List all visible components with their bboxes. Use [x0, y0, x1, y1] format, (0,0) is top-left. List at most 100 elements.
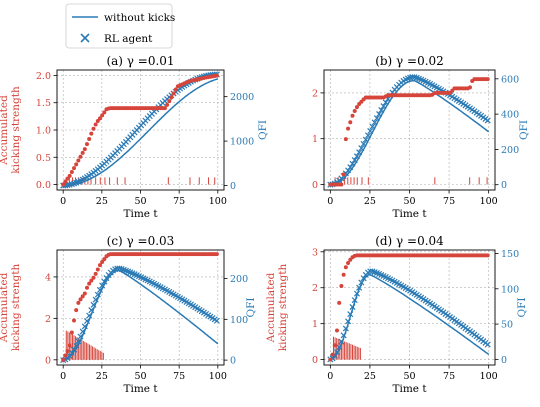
- baseline-qfi-line: [330, 79, 490, 186]
- rl-agent-qfi-point: [356, 284, 363, 291]
- rl-agent-qfi-point: [364, 132, 372, 139]
- rl-agent-qfi-point: [68, 349, 75, 356]
- rl-agent-qfi-point: [340, 332, 347, 339]
- kicking-strength-point: [69, 330, 74, 335]
- rl-agent-qfi-point: [373, 115, 380, 122]
- kicking-strength-series: [61, 73, 219, 187]
- rl-agent-qfi-point: [347, 311, 354, 318]
- y-right-tick-label: 2000: [230, 92, 254, 103]
- x-tick-label: 75: [443, 371, 455, 382]
- rl-agent-qfi-point: [360, 275, 367, 282]
- rl-agent-qfi-point: [345, 318, 352, 325]
- kicking-strength-point: [341, 172, 346, 177]
- rl-agent-qfi-point: [86, 312, 93, 319]
- rl-agent-qfi-point: [92, 296, 99, 303]
- kicking-strength-point: [61, 357, 66, 362]
- rl-agent-qfi-point: [342, 325, 349, 332]
- kicking-strength-point: [80, 294, 85, 299]
- kicking-strength-point: [65, 349, 70, 354]
- rl-agent-qfi-point: [353, 290, 360, 297]
- kicking-strength-point: [72, 318, 77, 323]
- kicking-strength-point: [100, 113, 105, 118]
- kicking-strength-point: [330, 352, 335, 357]
- rl-agent-qfi-series: [327, 74, 491, 188]
- x-tick-label: 100: [480, 196, 498, 207]
- kicking-strength-point: [97, 263, 102, 268]
- x-tick-label: 100: [209, 196, 227, 207]
- rl-agent-qfi-point: [362, 136, 369, 143]
- rl-agent-qfi-point: [484, 341, 491, 348]
- kicking-strength-point: [74, 162, 79, 167]
- rl-agent-qfi-point: [79, 328, 86, 335]
- kicking-strength-point: [67, 173, 72, 178]
- y-left-tick-label: 1.5: [36, 98, 51, 109]
- y-right-tick-label: 1000: [230, 137, 254, 148]
- x-tick-label: 0: [60, 196, 66, 207]
- kicking-strength-point: [63, 353, 68, 358]
- rl-agent-qfi-point: [338, 338, 345, 345]
- y-left-tick-label: 0.5: [36, 153, 51, 164]
- legend-x-marker: [80, 33, 90, 43]
- y-right-axis-label: QFI: [518, 120, 530, 140]
- rl-agent-qfi-point: [99, 282, 106, 289]
- kicking-strength-point: [69, 170, 74, 174]
- y-right-tick-label: 0: [501, 355, 507, 366]
- rl-agent-qfi-point: [77, 333, 84, 340]
- kicking-strength-point: [93, 122, 98, 127]
- kicking-strength-point: [78, 297, 83, 302]
- kicking-strength-point: [91, 275, 96, 280]
- kicking-strength-point: [332, 343, 337, 348]
- y-right-tick-label: 0: [501, 180, 507, 191]
- rl-agent-qfi-point: [351, 157, 358, 164]
- rl-agent-qfi-point: [83, 317, 91, 325]
- kicking-strength-point: [167, 99, 172, 104]
- kicking-strength-point: [214, 252, 219, 257]
- kicking-strength-point: [467, 85, 472, 90]
- x-axis-label: Time t: [392, 208, 427, 220]
- kicking-strength-point: [102, 110, 107, 115]
- panel-1: 0 25 50 75 100 0.0 0.5 1.0 1.5 2.0 0 1000 2000 (a) γ …: [0, 54, 269, 220]
- kicking-strength-point: [95, 267, 100, 272]
- kicking-strength-point: [87, 281, 92, 286]
- rl-agent-qfi-series: [60, 265, 220, 364]
- y-right-tick-label: 100: [501, 284, 519, 295]
- x-tick-label: 25: [96, 371, 108, 382]
- y-right-tick-label: 200: [501, 145, 519, 156]
- rl-agent-qfi-point: [484, 117, 491, 124]
- y-left-tick-label: 1.0: [36, 126, 51, 137]
- kicking-strength-point: [82, 291, 87, 296]
- kicking-strength-point: [343, 265, 348, 270]
- y-left-axis-label: kicking strength: [10, 264, 22, 352]
- x-axis-label: Time t: [392, 383, 427, 395]
- x-tick-label: 0: [327, 371, 333, 382]
- legend-label-without-kicks: without kicks: [104, 12, 175, 24]
- kicking-strength-point: [100, 260, 105, 265]
- kicking-strength-point: [346, 126, 351, 131]
- x-tick-label: 50: [403, 196, 415, 207]
- kicking-strength-point: [328, 357, 333, 362]
- kicking-strength-point: [339, 182, 344, 187]
- kicking-strength-point: [78, 154, 83, 159]
- rl-agent-qfi-point: [75, 338, 82, 345]
- kicking-strength-point: [76, 300, 81, 305]
- kicking-strength-point: [89, 131, 94, 136]
- rl-agent-qfi-point: [345, 167, 352, 174]
- y-right-tick-label: 100: [230, 315, 248, 326]
- y-right-axis-label: QFI: [257, 120, 269, 140]
- y-left-tick-label: 2: [312, 88, 318, 99]
- y-right-tick-label: 50: [501, 320, 513, 331]
- rl-agent-qfi-point: [96, 286, 104, 293]
- rl-agent-qfi-point: [103, 275, 110, 282]
- kicking-strength-point: [354, 105, 359, 110]
- kicking-strength-point: [348, 120, 353, 125]
- rl-agent-qfi-point: [347, 164, 354, 171]
- x-tick-label: 100: [480, 371, 498, 382]
- y-right-axis-label: QFI: [245, 297, 257, 317]
- rl-agent-qfi-point: [367, 128, 374, 135]
- y-left-tick-label: 1: [312, 319, 318, 330]
- kicking-strength-point: [82, 147, 87, 152]
- kicking-strength-point: [67, 343, 72, 348]
- rl-agent-qfi-point: [349, 303, 356, 311]
- x-tick-label: 50: [134, 196, 146, 207]
